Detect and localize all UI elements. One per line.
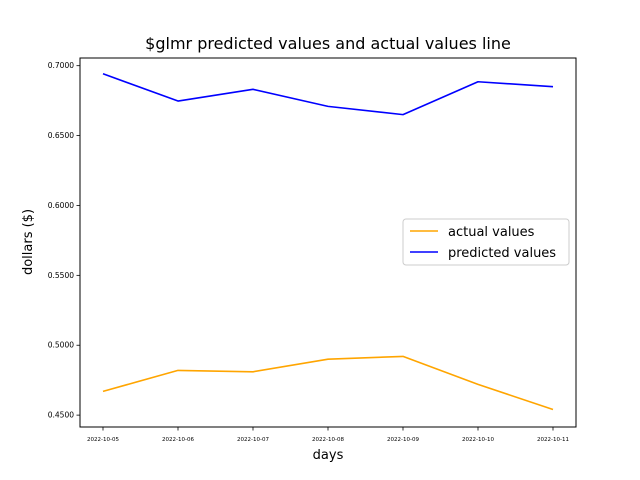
x-tick-label-1: 2022-10-06	[162, 437, 194, 443]
x-tick-label-6: 2022-10-11	[537, 437, 569, 443]
x-tick-label-2: 2022-10-07	[237, 437, 269, 443]
x-tick-label-4: 2022-10-09	[387, 437, 419, 443]
axes-frame	[79, 57, 577, 428]
chart-title: $glmr predicted values and actual values…	[145, 34, 511, 53]
legend-label-predicted: predicted values	[448, 246, 556, 261]
y-axis-label: dollars ($)	[21, 209, 36, 275]
legend-box	[402, 218, 570, 266]
legend: actual values predicted values	[402, 218, 570, 266]
x-tick-label-5: 2022-10-10	[462, 437, 494, 443]
legend-label-actual: actual values	[448, 225, 535, 240]
y-tick-label-5: 0.7000	[48, 61, 74, 70]
x-tick-label-0: 2022-10-05	[87, 437, 119, 443]
series-line-predicted	[102, 73, 554, 116]
y-tick-label-1: 0.5000	[48, 341, 74, 350]
series-line-actual	[102, 355, 554, 411]
y-tick-label-4: 0.6500	[48, 131, 74, 140]
y-tick-label-2: 0.5500	[48, 271, 74, 280]
y-tick-label-0: 0.4500	[48, 411, 74, 420]
y-tick-label-3: 0.6000	[48, 201, 74, 210]
x-tick-label-3: 2022-10-08	[312, 437, 344, 443]
plot-area: 0.4500 0.5000 0.5500 0.6000 0.6500 0.7000 2022…	[48, 61, 569, 443]
x-axis-label: days	[313, 448, 344, 463]
